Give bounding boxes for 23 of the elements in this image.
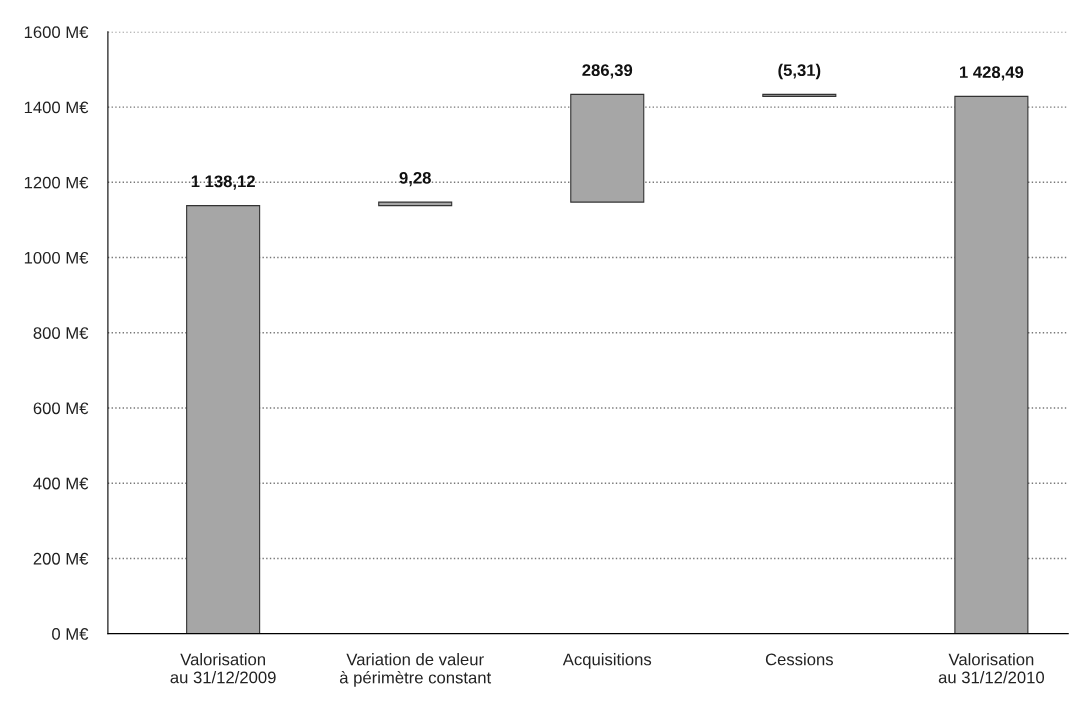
y-tick-label: 1200 M€	[24, 176, 89, 189]
data-label: 9,28	[399, 171, 431, 187]
y-tick-label: 1400 M€	[24, 101, 89, 114]
x-tick-label: Acquisitions	[562, 653, 652, 669]
bar	[378, 201, 453, 207]
y-tick-label: 800 M€	[33, 327, 89, 339]
data-label: 1 428,49	[960, 66, 1024, 81]
y-tick-label: 200 M€	[33, 552, 89, 565]
data-label: (5,31)	[778, 63, 821, 80]
x-tick-label: Cessions	[765, 653, 833, 666]
bar	[570, 93, 645, 203]
data-label: 1 138,12	[191, 175, 255, 190]
y-tick-label: 400 M€	[33, 477, 89, 490]
x-tick-label: Variation de valeur à périmètre constant	[339, 653, 492, 687]
y-tick-label: 600 M€	[33, 402, 89, 415]
data-label: 286,39	[582, 64, 633, 79]
y-tick-label: 0 M€	[52, 628, 89, 640]
bar	[954, 95, 1029, 634]
x-tick-label: Valorisation au 31/12/2010	[938, 653, 1045, 684]
y-tick-label: 1000 M€	[24, 251, 89, 264]
x-tick-label: Valorisation au 31/12/2009	[170, 653, 276, 684]
bar	[186, 205, 261, 634]
y-tick-label: 1600 M€	[24, 26, 89, 39]
